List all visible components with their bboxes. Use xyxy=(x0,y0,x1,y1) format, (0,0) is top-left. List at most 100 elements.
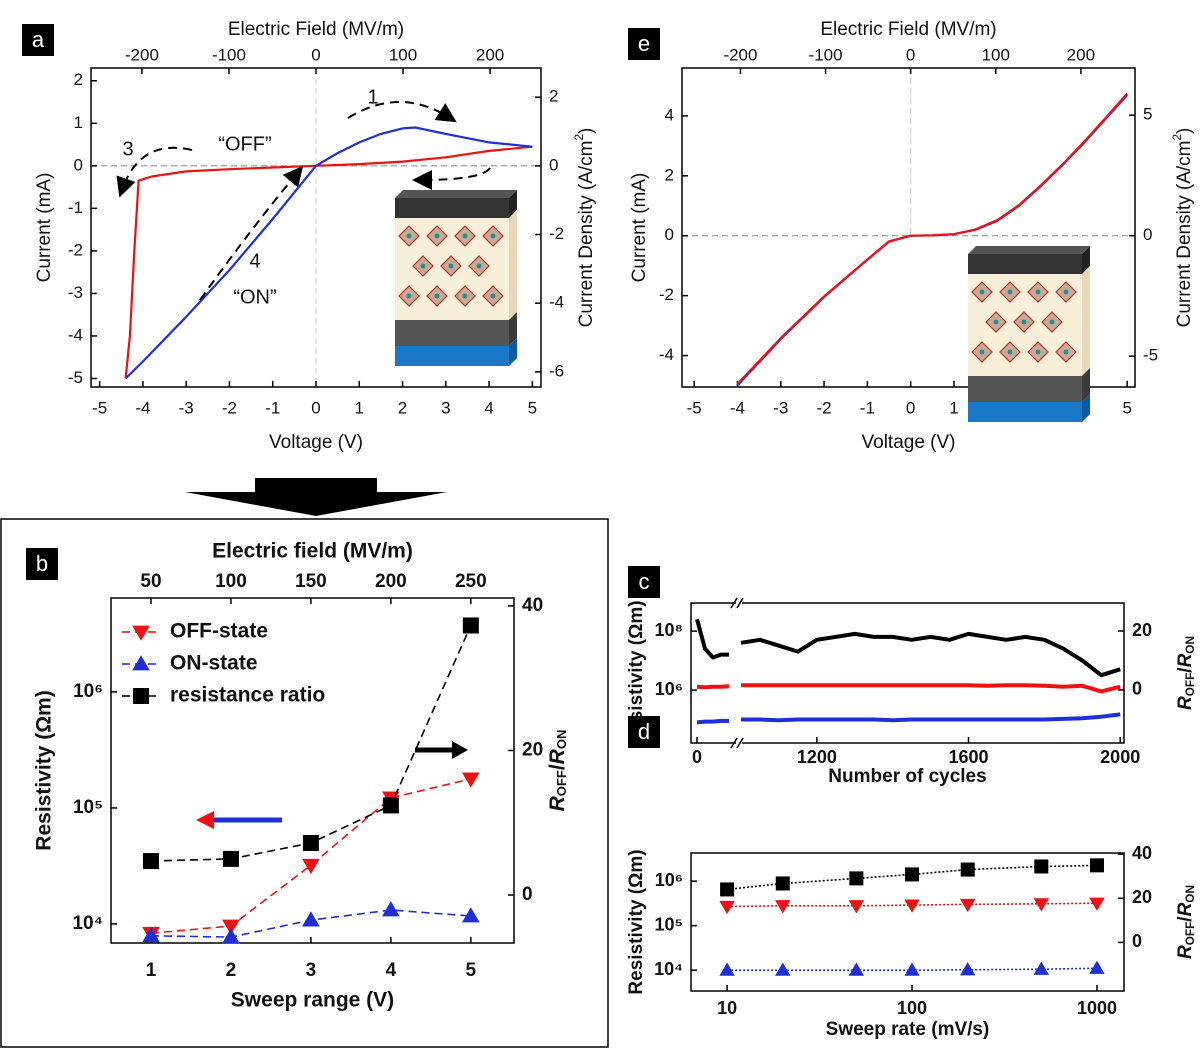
x-tick-label: -1 xyxy=(860,398,875,417)
series-line xyxy=(150,778,471,935)
y2-axis-title: Current Density (A/cm2) xyxy=(573,128,597,328)
marker xyxy=(1089,858,1104,873)
y-tick-label: 10⁵ xyxy=(655,914,683,934)
marker xyxy=(222,850,239,867)
y-tick-label: 4 xyxy=(665,105,674,124)
y-tick-label: 2 xyxy=(74,70,83,89)
legend-label: OFF-state xyxy=(170,620,268,643)
marker xyxy=(719,900,735,915)
x-tick-label: -4 xyxy=(730,398,745,417)
series-line xyxy=(741,712,1121,723)
marker xyxy=(1089,960,1105,974)
y2-tick-label: -4 xyxy=(549,293,564,312)
x-tick-label: 3 xyxy=(306,960,317,981)
y2-axis-title-part: R xyxy=(546,795,569,811)
y-axis-title: Current (mA) xyxy=(629,173,650,283)
x-tick-label: 1200 xyxy=(797,747,837,767)
y2-tick-label: 20 xyxy=(1132,887,1152,907)
annotation: 4 xyxy=(249,250,260,272)
y-tick-label: -1 xyxy=(68,198,83,217)
marker xyxy=(848,962,865,976)
y-tick-label: 1 xyxy=(74,113,83,132)
y2-axis-title-part: / xyxy=(1175,667,1196,673)
x2-tick-label: 100 xyxy=(389,45,417,64)
x2-tick-label: 200 xyxy=(375,571,407,592)
panel-label-box xyxy=(628,566,660,598)
marker xyxy=(1033,961,1050,975)
marker xyxy=(382,797,399,814)
y-tick-label: -4 xyxy=(659,345,674,364)
sweep-arrow xyxy=(347,101,457,123)
marker xyxy=(904,962,920,976)
x-tick-label: -5 xyxy=(687,398,702,417)
y-tick-label: -2 xyxy=(68,240,83,259)
y2-tick-label: 20 xyxy=(1132,620,1152,640)
x2-tick-label: 150 xyxy=(295,571,327,592)
annotation: 1 xyxy=(367,86,378,108)
y2-axis-title-part: 2 xyxy=(573,134,586,141)
x-tick-label: 1600 xyxy=(949,747,989,767)
axis-break xyxy=(730,597,738,609)
plot-frame xyxy=(110,597,515,944)
y2-axis-title-part: OFF xyxy=(1184,922,1197,946)
marker xyxy=(142,853,159,870)
x2-tick-label: 100 xyxy=(982,45,1010,64)
y-tick-label: -3 xyxy=(68,283,83,302)
panel-label: d xyxy=(638,719,650,744)
sweep-arrow xyxy=(199,165,304,301)
x-tick-label: 3 xyxy=(441,398,450,417)
marker xyxy=(142,927,160,943)
x2-axis-title: Electric Field (MV/m) xyxy=(820,19,996,40)
series-line xyxy=(696,718,729,725)
x2-tick-label: -100 xyxy=(809,45,843,64)
x-tick-label: 2 xyxy=(398,398,407,417)
y2-axis-title-part: R xyxy=(1175,902,1196,916)
x-tick-label: 1 xyxy=(355,398,364,417)
y2-tick-label: -5 xyxy=(1143,346,1158,365)
marker xyxy=(132,655,150,671)
y-tick-label: 10⁵ xyxy=(73,797,103,818)
x2-tick-label: 50 xyxy=(140,571,161,592)
x2-tick-label: 0 xyxy=(311,45,320,64)
y2-tick-label: 0 xyxy=(1143,225,1152,244)
axis-break xyxy=(736,597,744,609)
y2-axis-title-part: 2 xyxy=(1171,134,1184,141)
marker xyxy=(462,772,480,788)
y-tick-label: 10⁶ xyxy=(73,681,103,702)
plot-frame xyxy=(690,852,1125,992)
x-tick-label: 4 xyxy=(484,398,493,417)
plot-frame xyxy=(681,67,1136,388)
y2-tick-label: 40 xyxy=(1132,843,1152,863)
x2-tick-label: -200 xyxy=(723,45,757,64)
x-axis-title: Sweep rate (mV/s) xyxy=(826,1019,990,1040)
y-tick-label: 10⁴ xyxy=(72,913,103,934)
y2-axis-title: Current Density (A/cm2) xyxy=(1171,128,1195,328)
panel-b-box xyxy=(0,518,609,1048)
axis-arrow-left xyxy=(196,811,282,829)
series-line xyxy=(736,92,1129,385)
sweep-arrow xyxy=(116,146,193,198)
x-tick-label: -3 xyxy=(179,398,194,417)
x-tick-label: 5 xyxy=(528,398,537,417)
x-tick-label: 5 xyxy=(1122,398,1131,417)
x-tick-label: 0 xyxy=(311,398,320,417)
marker xyxy=(904,899,920,913)
marker xyxy=(133,688,149,704)
marker xyxy=(382,901,400,917)
y2-axis-title-part: ) xyxy=(576,128,597,134)
y2-axis-title-part: R xyxy=(1175,945,1196,959)
y2-tick-label: 0 xyxy=(549,155,558,174)
y-tick-label: -4 xyxy=(68,325,83,344)
y2-tick-label: 20 xyxy=(522,739,543,760)
x2-tick-label: 200 xyxy=(476,45,504,64)
x-tick-label: 100 xyxy=(897,998,927,1018)
y-tick-label: 0 xyxy=(74,155,83,174)
series-line xyxy=(696,684,730,690)
x-tick-label: 0 xyxy=(692,747,702,767)
axis-break-gap xyxy=(736,600,742,606)
x-tick-label: 0 xyxy=(906,398,915,417)
series-line xyxy=(124,145,533,379)
x-tick-label: 2 xyxy=(226,960,237,981)
y-axis-title: Current (mA) xyxy=(34,173,55,283)
y2-tick-label: -6 xyxy=(549,361,564,380)
